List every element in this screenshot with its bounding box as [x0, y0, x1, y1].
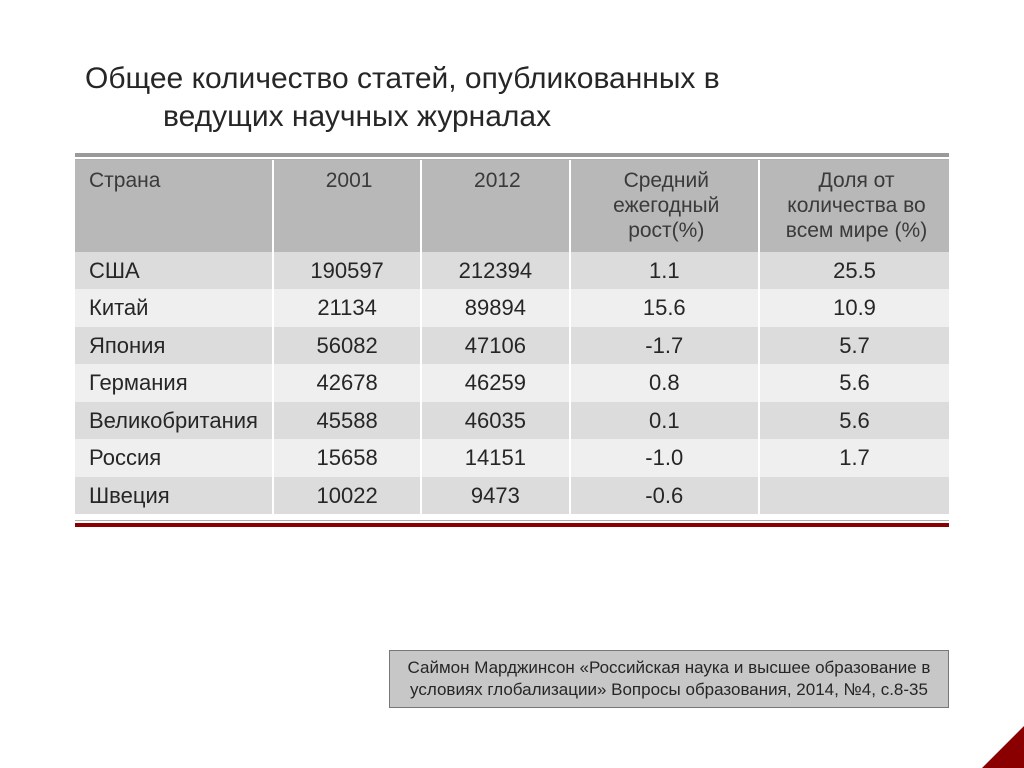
- title-line-1: Общее количество статей, опубликованных …: [85, 62, 720, 95]
- table-row: США 190597 212394 1.1 25.5: [75, 252, 949, 290]
- table-row: Швеция 10022 9473 -0.6: [75, 477, 949, 515]
- cell-2001: 10022: [273, 477, 421, 515]
- cell-share: 1.7: [759, 439, 949, 477]
- cell-2012: 89894: [421, 289, 569, 327]
- cell-2001: 45588: [273, 402, 421, 440]
- cell-country: Швеция: [75, 477, 273, 515]
- table-row: Китай 21134 89894 15.6 10.9: [75, 289, 949, 327]
- table-row: Россия 15658 14151 -1.0 1.7: [75, 439, 949, 477]
- table-header-row: Страна 2001 2012 Средний ежегодный рост(…: [75, 160, 949, 252]
- cell-share: 10.9: [759, 289, 949, 327]
- cell-2012: 212394: [421, 252, 569, 290]
- table-row: Германия 42678 46259 0.8 5.6: [75, 364, 949, 402]
- cell-2012: 46259: [421, 364, 569, 402]
- cell-country: Япония: [75, 327, 273, 365]
- cell-country: Германия: [75, 364, 273, 402]
- cell-country: США: [75, 252, 273, 290]
- table-row: Япония 56082 47106 -1.7 5.7: [75, 327, 949, 365]
- cell-growth: -1.0: [570, 439, 760, 477]
- cell-growth: -0.6: [570, 477, 760, 515]
- cell-2001: 42678: [273, 364, 421, 402]
- corner-accent-icon: [982, 726, 1024, 768]
- table-body: США 190597 212394 1.1 25.5 Китай 21134 8…: [75, 252, 949, 515]
- data-table: Страна 2001 2012 Средний ежегодный рост(…: [75, 160, 949, 514]
- slide-title: Общее количество статей, опубликованных …: [55, 60, 969, 135]
- col-header-growth: Средний ежегодный рост(%): [570, 160, 760, 252]
- citation-text: Саймон Марджинсон «Российская наука и вы…: [408, 658, 931, 699]
- cell-2001: 15658: [273, 439, 421, 477]
- citation-box: Саймон Марджинсон «Российская наука и вы…: [389, 650, 949, 708]
- title-line-2: ведущих научных журналах: [85, 100, 551, 133]
- cell-growth: -1.7: [570, 327, 760, 365]
- cell-growth: 1.1: [570, 252, 760, 290]
- data-table-wrap: Страна 2001 2012 Средний ежегодный рост(…: [75, 160, 949, 514]
- cell-2012: 46035: [421, 402, 569, 440]
- cell-share: [759, 477, 949, 515]
- cell-2001: 190597: [273, 252, 421, 290]
- cell-country: Россия: [75, 439, 273, 477]
- table-row: Великобритания 45588 46035 0.1 5.6: [75, 402, 949, 440]
- cell-share: 5.6: [759, 402, 949, 440]
- col-header-2012: 2012: [421, 160, 569, 252]
- cell-growth: 0.8: [570, 364, 760, 402]
- col-header-share: Доля от количества во всем мире (%): [759, 160, 949, 252]
- cell-growth: 0.1: [570, 402, 760, 440]
- cell-country: Великобритания: [75, 402, 273, 440]
- cell-share: 5.6: [759, 364, 949, 402]
- cell-2012: 47106: [421, 327, 569, 365]
- cell-2001: 21134: [273, 289, 421, 327]
- cell-2012: 14151: [421, 439, 569, 477]
- col-header-country: Страна: [75, 160, 273, 252]
- cell-growth: 15.6: [570, 289, 760, 327]
- rule-bottom-thin: [75, 520, 949, 521]
- rule-bottom: [75, 523, 949, 527]
- cell-2012: 9473: [421, 477, 569, 515]
- rule-top: [75, 153, 949, 157]
- col-header-2001: 2001: [273, 160, 421, 252]
- cell-share: 25.5: [759, 252, 949, 290]
- cell-share: 5.7: [759, 327, 949, 365]
- slide: Общее количество статей, опубликованных …: [0, 0, 1024, 768]
- cell-country: Китай: [75, 289, 273, 327]
- cell-2001: 56082: [273, 327, 421, 365]
